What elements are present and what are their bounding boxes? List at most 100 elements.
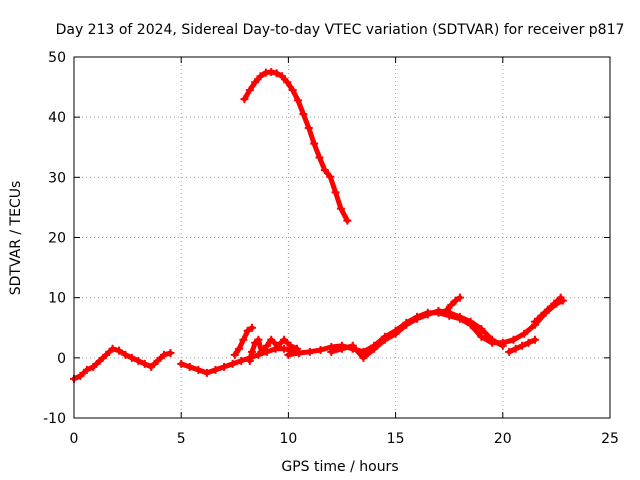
data-point <box>247 347 256 356</box>
data-point <box>451 296 460 305</box>
y-axis-label: SDTVAR / TECUs <box>8 181 24 296</box>
data-point <box>477 324 486 333</box>
data-point <box>550 299 559 308</box>
y-tick-label: 0 <box>57 351 66 367</box>
data-point <box>235 344 244 353</box>
data-point <box>185 362 194 371</box>
series-track-5 <box>245 335 301 365</box>
series-track-6 <box>230 323 256 359</box>
data-point <box>370 344 379 353</box>
series-trace <box>444 295 463 313</box>
data-point <box>115 346 124 355</box>
grid <box>74 57 610 418</box>
data-point <box>380 335 389 344</box>
data-point <box>288 86 297 95</box>
x-tick-label: 5 <box>177 431 186 447</box>
data-point <box>251 78 260 87</box>
series-track-4 <box>327 306 507 362</box>
data-point <box>292 344 301 353</box>
data-point <box>245 86 254 95</box>
data-point <box>121 350 130 359</box>
y-tick-label: -10 <box>43 411 66 427</box>
data-point <box>230 350 239 359</box>
x-tick-label: 25 <box>601 431 619 447</box>
data-point <box>102 350 111 359</box>
data-point <box>537 311 546 320</box>
data-point <box>348 341 357 350</box>
data-point <box>327 347 336 356</box>
y-tick-label: 50 <box>48 50 66 66</box>
data-point <box>310 139 319 148</box>
y-tick-label: 10 <box>48 291 66 307</box>
data-point <box>262 341 271 350</box>
data-point <box>455 312 464 321</box>
data-point <box>280 335 289 344</box>
series-track-8 <box>530 293 565 326</box>
data-point <box>524 338 533 347</box>
data-point <box>166 349 175 358</box>
data-point <box>391 329 400 338</box>
y-tick-label: 40 <box>48 110 66 126</box>
data-point <box>95 356 104 365</box>
data-point <box>277 72 286 81</box>
x-tick-label: 0 <box>70 431 79 447</box>
series-track-9 <box>443 293 464 314</box>
data-point <box>294 96 303 105</box>
chart-title: Day 213 of 2024, Sidereal Day-to-day VTE… <box>56 22 625 38</box>
data-point <box>423 310 432 319</box>
data-point <box>520 329 529 338</box>
data-point <box>443 305 452 314</box>
data-point <box>543 305 552 314</box>
data-point <box>556 293 565 302</box>
data-point <box>295 349 304 358</box>
data-point <box>505 347 514 356</box>
data-point <box>286 341 295 350</box>
ticks <box>73 56 611 419</box>
series-track-2 <box>177 344 297 377</box>
y-tick-label: 20 <box>48 231 66 247</box>
data-point <box>82 365 91 374</box>
data-point <box>153 356 162 365</box>
data-point <box>280 344 289 353</box>
data-point <box>305 347 314 356</box>
data-point <box>320 166 329 175</box>
data-point <box>267 68 276 77</box>
data-point <box>343 216 352 225</box>
data-point <box>284 350 293 359</box>
data-point <box>272 69 281 78</box>
data-point <box>413 314 422 323</box>
data-point <box>140 359 149 368</box>
data-point <box>220 362 229 371</box>
x-tick-label: 10 <box>279 431 297 447</box>
x-axis-label: GPS time / hours <box>281 459 398 475</box>
data-point <box>477 332 486 341</box>
data-point <box>359 353 368 362</box>
data-point <box>245 356 254 365</box>
data-point <box>257 347 266 356</box>
data-point <box>331 188 340 197</box>
data-point <box>498 341 507 350</box>
y-tick-label: 30 <box>48 170 66 186</box>
x-tick-label: 15 <box>387 431 405 447</box>
data-point <box>488 335 497 344</box>
data-point <box>466 317 475 326</box>
series-trace <box>241 69 350 224</box>
data-point <box>509 335 518 344</box>
data-point <box>518 341 527 350</box>
data-point <box>108 344 117 353</box>
data-point <box>76 371 85 380</box>
data-point <box>237 356 246 365</box>
data-point <box>147 362 156 371</box>
series-track-3 <box>284 296 567 359</box>
data-point <box>239 335 248 344</box>
x-tick-label: 20 <box>494 431 512 447</box>
data-point <box>89 362 98 371</box>
data-point <box>511 344 520 353</box>
data-point <box>134 356 143 365</box>
data-point <box>240 95 249 104</box>
data-point <box>338 344 346 353</box>
data-point <box>267 335 276 344</box>
data-point <box>447 300 456 309</box>
